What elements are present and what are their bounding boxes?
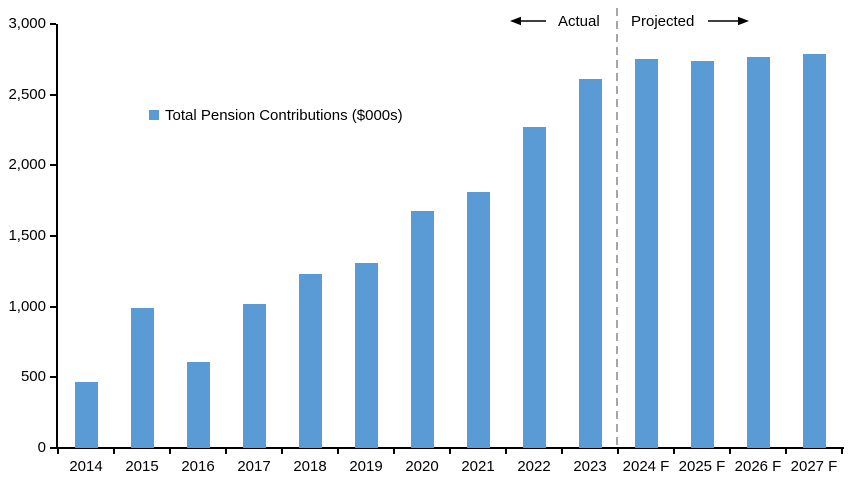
projected-annotation: Projected xyxy=(631,12,750,30)
x-axis-tick xyxy=(57,449,59,454)
bar-2017 xyxy=(242,303,266,448)
x-axis-tick xyxy=(729,449,731,454)
y-axis-label: 1,000 xyxy=(8,297,46,315)
y-axis-label: 3,000 xyxy=(8,15,46,32)
bar-2023 xyxy=(578,79,602,448)
x-axis-label: 2015 xyxy=(125,458,159,475)
bar-2019 xyxy=(354,262,378,448)
left-arrow-icon xyxy=(510,16,546,26)
y-axis-line xyxy=(56,24,58,449)
x-axis-label: 2023 xyxy=(573,458,607,475)
y-axis-tick xyxy=(50,235,56,237)
x-axis-label: 2021 xyxy=(461,458,495,475)
actual-label: Actual xyxy=(558,12,600,30)
legend-label: Total Pension Contributions ($000s) xyxy=(165,106,403,124)
bar-2014 xyxy=(74,381,98,448)
x-axis-tick xyxy=(337,449,339,454)
chart-legend: Total Pension Contributions ($000s) xyxy=(149,105,403,125)
y-axis-label: 500 xyxy=(20,368,46,386)
x-axis-label: 2024 F xyxy=(622,458,670,475)
bar-2024-f xyxy=(634,59,658,448)
x-axis-label: 2020 xyxy=(405,458,439,475)
bar-2016 xyxy=(186,361,210,448)
x-axis-label: 2027 F xyxy=(790,458,838,475)
x-axis-tick xyxy=(561,449,563,454)
y-axis-label: 2,000 xyxy=(8,156,46,174)
x-axis-label: 2019 xyxy=(349,458,383,475)
x-axis-tick xyxy=(393,449,395,454)
x-axis-label: 2018 xyxy=(293,458,327,475)
projected-label: Projected xyxy=(631,12,695,30)
y-axis-tick xyxy=(50,164,56,167)
bar-2027-f xyxy=(802,53,826,448)
y-axis-tick xyxy=(50,447,56,449)
x-axis-tick xyxy=(169,449,171,454)
bar-2025-f xyxy=(690,60,714,448)
bar-2020 xyxy=(410,210,434,448)
x-axis-tick xyxy=(841,449,843,454)
y-axis-label: 0 xyxy=(37,439,46,456)
bar-2015 xyxy=(130,308,154,448)
x-axis-label: 2026 F xyxy=(734,458,782,475)
y-axis-label: 2,500 xyxy=(8,85,46,103)
y-axis-tick xyxy=(50,23,56,25)
y-axis-tick xyxy=(50,305,56,308)
x-axis-label: 2017 xyxy=(237,458,271,475)
x-axis-label: 2022 xyxy=(517,458,551,475)
y-axis-tick xyxy=(50,93,56,96)
x-axis-tick xyxy=(449,449,451,454)
x-axis-tick xyxy=(673,449,675,454)
bar-2018 xyxy=(298,274,322,448)
x-axis-label: 2016 xyxy=(181,458,215,475)
actual-annotation: Actual xyxy=(510,12,600,30)
y-axis-tick xyxy=(50,376,56,379)
actual-projected-divider xyxy=(616,8,618,448)
bar-2022 xyxy=(522,127,546,448)
bar-2021 xyxy=(466,192,490,448)
x-axis-tick xyxy=(113,449,115,454)
x-axis-tick xyxy=(225,449,227,454)
x-axis-label: 2025 F xyxy=(678,458,726,475)
x-axis-tick xyxy=(281,449,283,454)
x-axis-label: 2014 xyxy=(69,458,103,475)
x-axis-tick xyxy=(785,449,787,454)
x-axis-tick xyxy=(617,449,619,454)
y-axis-label: 1,500 xyxy=(8,227,46,244)
bar-2026-f xyxy=(746,56,770,448)
x-axis-tick xyxy=(505,449,507,454)
right-arrow-icon xyxy=(708,16,750,26)
x-axis-line xyxy=(56,447,844,449)
legend-swatch-icon xyxy=(149,110,159,120)
